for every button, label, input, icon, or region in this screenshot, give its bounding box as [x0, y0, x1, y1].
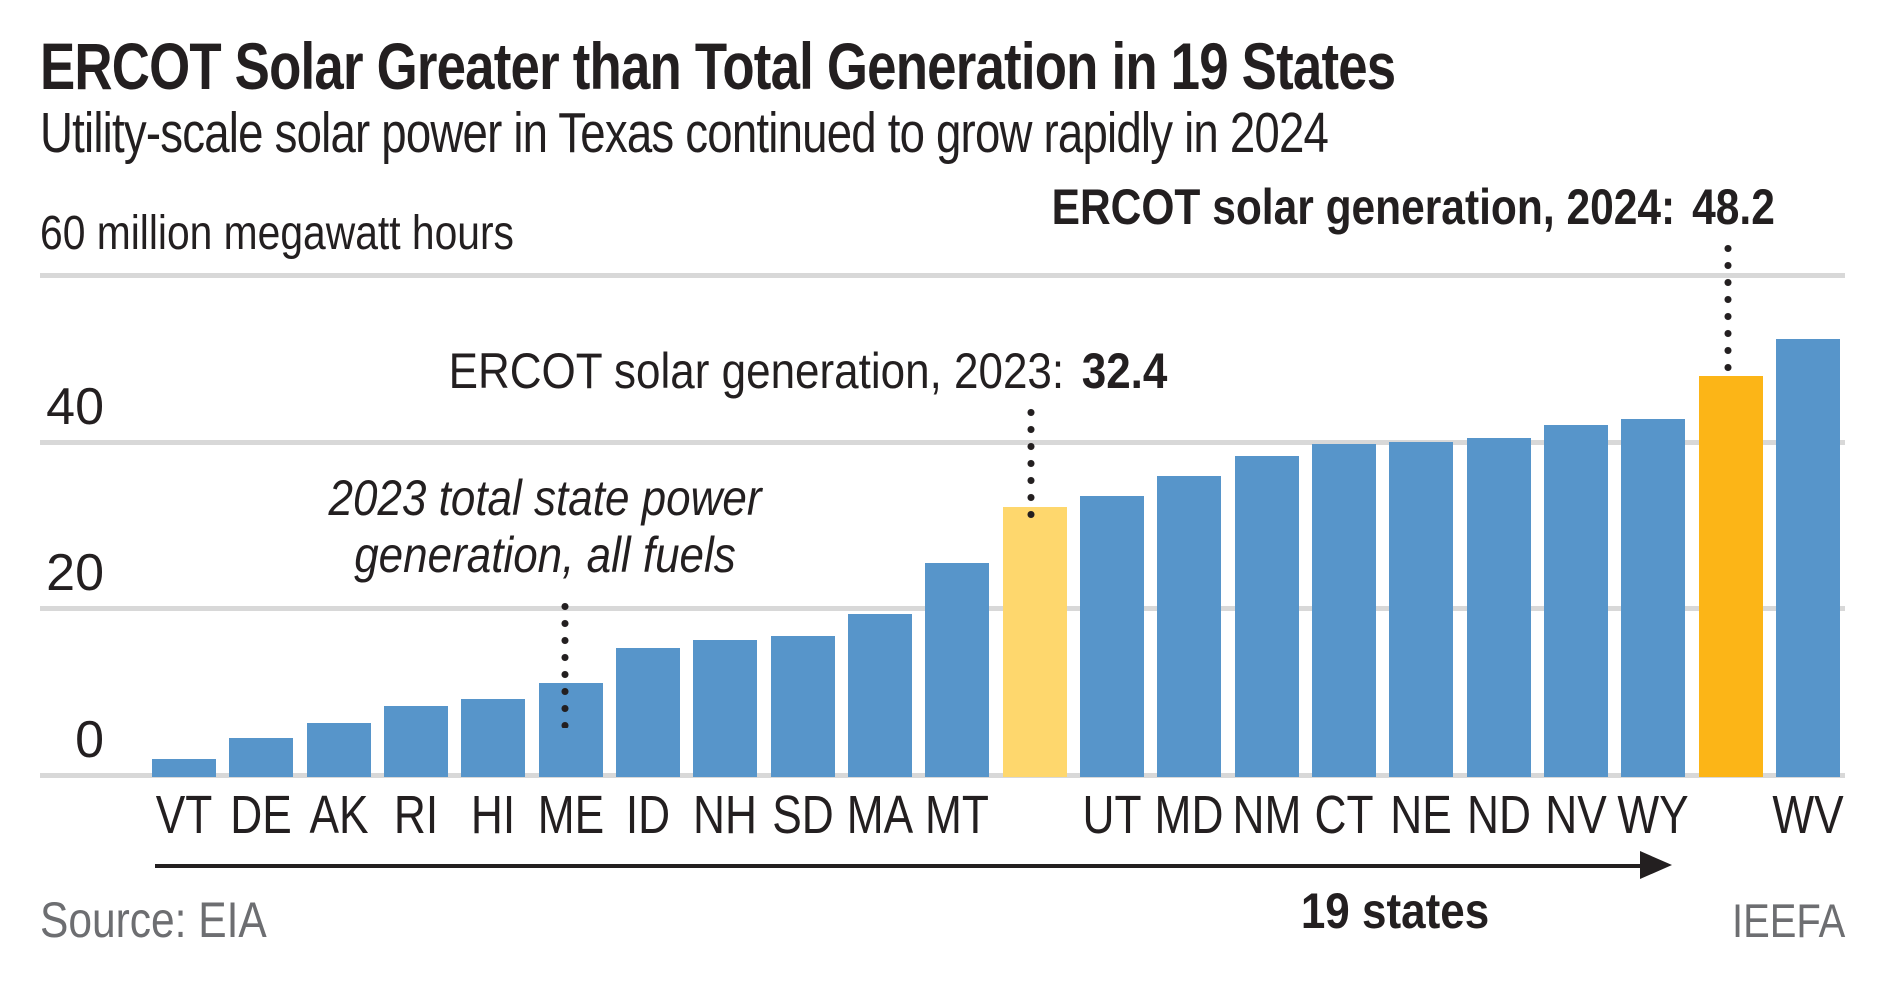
- x-axis-label-WY: WY: [1617, 785, 1689, 845]
- x-axis-label-RI: RI: [393, 785, 439, 845]
- bar-NH: [693, 640, 758, 777]
- x-axis-label-AK: AK: [309, 785, 369, 845]
- bar-RI: [384, 706, 448, 777]
- x-axis-label-NH: NH: [693, 785, 758, 845]
- x-axis-label-DE: DE: [230, 785, 293, 845]
- x-axis-label-ND: ND: [1466, 785, 1531, 845]
- x-axis-label-ID: ID: [625, 785, 671, 845]
- states-arrow-head-icon: [1640, 851, 1672, 879]
- annotation-ercot-2024-value: 48.2: [1692, 179, 1775, 235]
- dotted-callout-line-ercot-2023: [1027, 404, 1035, 520]
- states-arrow-line: [155, 864, 1642, 868]
- x-axis-label-SD: SD: [771, 785, 834, 845]
- bar-CT: [1312, 443, 1376, 777]
- gridline-y60: [40, 273, 1845, 279]
- x-axis-label-WV: WV: [1772, 785, 1844, 845]
- bar-WV: [1775, 339, 1840, 777]
- bar-MA: [848, 613, 912, 777]
- credit-label: IEEFA: [1731, 894, 1845, 947]
- bar-MD: [1157, 476, 1222, 777]
- y-axis-unit-label: 60 million megawatt hours: [40, 207, 514, 260]
- bar-ercot_2024: [1698, 375, 1763, 777]
- x-axis-label-NV: NV: [1545, 785, 1607, 845]
- bar-NV: [1543, 424, 1608, 777]
- page-title: ERCOT Solar Greater than Total Generatio…: [40, 29, 1396, 103]
- x-axis-label-MD: MD: [1154, 785, 1224, 845]
- annotation-state-note-line2: generation, all fuels: [354, 527, 736, 583]
- bar-ND: [1466, 438, 1531, 777]
- x-axis-label-HI: HI: [471, 785, 516, 845]
- bar-NM: [1234, 456, 1299, 777]
- x-axis-label-UT: UT: [1082, 785, 1142, 845]
- bar-SD: [770, 636, 835, 777]
- bar-ercot_2023: [1002, 507, 1067, 777]
- annotation-ercot-2024-text: ERCOT solar generation, 2024:: [1051, 179, 1676, 235]
- states-arrow-label: 19 states: [1300, 883, 1490, 939]
- annotation-ercot-2024: ERCOT solar generation, 2024: 48.2: [1052, 178, 1775, 236]
- x-axis-label-CT: CT: [1314, 785, 1374, 845]
- y-tick-label-20: 20: [46, 544, 104, 603]
- y-tick-label-0: 0: [75, 711, 104, 769]
- annotation-state-note: 2023 total state power generation, all f…: [237, 470, 853, 584]
- annotation-ercot-2023-text: ERCOT solar generation, 2023:: [448, 343, 1065, 399]
- x-axis-label-NE: NE: [1390, 785, 1453, 845]
- bar-NE: [1389, 442, 1454, 777]
- bar-ME: [538, 682, 603, 777]
- x-axis-label-ME: ME: [537, 785, 604, 845]
- dotted-callout-line-state-note: [561, 598, 569, 728]
- x-axis-label-VT: VT: [155, 785, 213, 845]
- bar-VT: [152, 758, 216, 777]
- bar-UT: [1080, 496, 1144, 777]
- bar-AK: [306, 722, 371, 777]
- annotation-state-note-line1: 2023 total state power: [328, 470, 762, 526]
- bar-MT: [925, 563, 990, 777]
- dotted-callout-line-ercot-2024: [1724, 240, 1732, 372]
- bar-DE: [229, 737, 294, 777]
- bar-WY: [1621, 418, 1686, 777]
- page-subtitle: Utility-scale solar power in Texas conti…: [40, 101, 1329, 165]
- annotation-ercot-2023-value: 32.4: [1081, 343, 1168, 399]
- source-label: Source: EIA: [40, 892, 267, 948]
- x-axis-label-NM: NM: [1232, 785, 1302, 845]
- x-axis-label-MA: MA: [846, 785, 914, 845]
- bar-HI: [461, 698, 526, 777]
- gridline-y40: [40, 439, 1845, 445]
- bar-ID: [616, 647, 680, 777]
- x-axis-label-MT: MT: [925, 785, 990, 845]
- annotation-ercot-2023: ERCOT solar generation, 2023: 32.4: [412, 342, 1204, 400]
- y-tick-label-40: 40: [46, 377, 104, 436]
